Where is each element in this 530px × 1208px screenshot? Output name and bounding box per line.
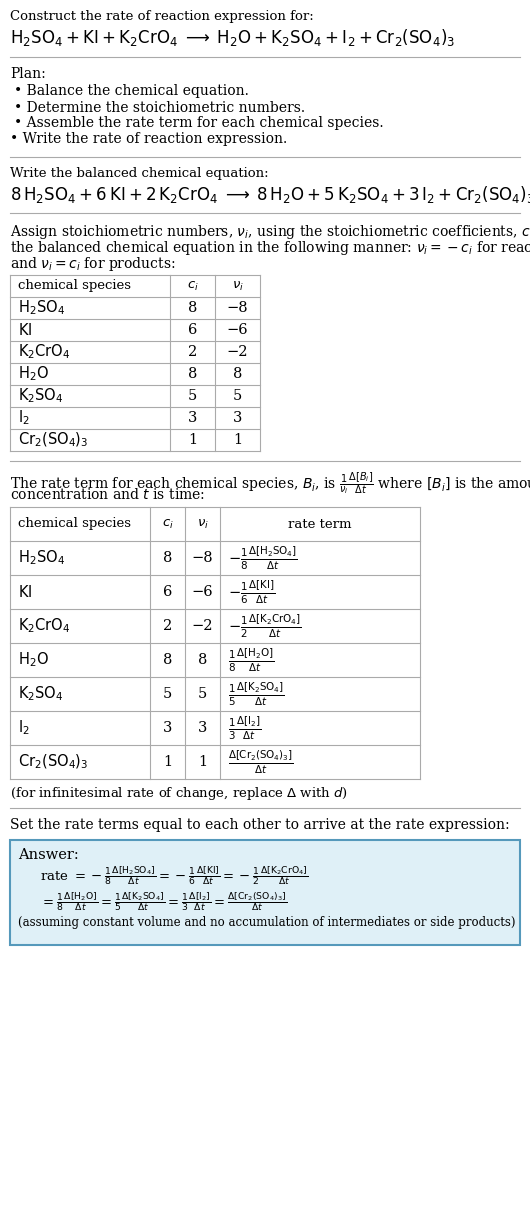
Text: and $\nu_i = c_i$ for products:: and $\nu_i = c_i$ for products:: [10, 255, 175, 273]
Text: 2: 2: [188, 345, 197, 359]
Text: $\nu_i$: $\nu_i$: [232, 279, 243, 292]
Text: $-\frac{1}{8}\frac{\Delta[\mathrm{H_2SO_4}]}{\Delta t}$: $-\frac{1}{8}\frac{\Delta[\mathrm{H_2SO_…: [228, 545, 298, 571]
Text: rate $= -\frac{1}{8}\frac{\Delta[\mathrm{H_2SO_4}]}{\Delta t} = -\frac{1}{6}\fra: rate $= -\frac{1}{8}\frac{\Delta[\mathrm…: [40, 864, 308, 887]
Text: 8: 8: [198, 654, 207, 667]
Text: $\mathrm{H_2O}$: $\mathrm{H_2O}$: [18, 651, 49, 669]
Text: 3: 3: [163, 721, 172, 734]
Text: $\mathrm{KI}$: $\mathrm{KI}$: [18, 323, 32, 338]
Text: −6: −6: [192, 585, 213, 599]
Text: chemical species: chemical species: [18, 517, 131, 530]
Text: 8: 8: [188, 301, 197, 315]
Text: 3: 3: [198, 721, 207, 734]
Text: 1: 1: [188, 432, 197, 447]
Text: 6: 6: [188, 323, 197, 337]
Text: $\mathrm{H_2O}$: $\mathrm{H_2O}$: [18, 365, 49, 383]
Text: 8: 8: [233, 367, 242, 381]
Text: $\mathrm{Cr_2(SO_4)_3}$: $\mathrm{Cr_2(SO_4)_3}$: [18, 431, 89, 449]
Text: $\mathrm{K_2SO_4}$: $\mathrm{K_2SO_4}$: [18, 387, 64, 406]
Text: Answer:: Answer:: [18, 848, 79, 863]
Text: the balanced chemical equation in the following manner: $\nu_i = -c_i$ for react: the balanced chemical equation in the fo…: [10, 239, 530, 257]
Text: 5: 5: [198, 687, 207, 701]
Text: −8: −8: [192, 551, 213, 565]
Text: 3: 3: [188, 411, 197, 425]
Text: • Assemble the rate term for each chemical species.: • Assemble the rate term for each chemic…: [14, 116, 384, 130]
Text: chemical species: chemical species: [18, 279, 131, 292]
Text: $\frac{1}{5}\frac{\Delta[\mathrm{K_2SO_4}]}{\Delta t}$: $\frac{1}{5}\frac{\Delta[\mathrm{K_2SO_4…: [228, 680, 285, 708]
Text: 5: 5: [163, 687, 172, 701]
Text: −8: −8: [227, 301, 249, 315]
Text: 5: 5: [188, 389, 197, 403]
Text: 1: 1: [163, 755, 172, 769]
Text: $\mathrm{H_2SO_4}$: $\mathrm{H_2SO_4}$: [18, 548, 65, 568]
Text: −2: −2: [227, 345, 248, 359]
Text: 2: 2: [163, 618, 172, 633]
Text: $c_i$: $c_i$: [162, 517, 173, 530]
Text: $\mathrm{H_2SO_4 + KI + K_2CrO_4 \;\longrightarrow\; H_2O + K_2SO_4 + I_2 + Cr_2: $\mathrm{H_2SO_4 + KI + K_2CrO_4 \;\long…: [10, 28, 455, 48]
Text: 8: 8: [163, 654, 172, 667]
Text: • Determine the stoichiometric numbers.: • Determine the stoichiometric numbers.: [14, 100, 305, 115]
Text: 1: 1: [233, 432, 242, 447]
Text: (assuming constant volume and no accumulation of intermediates or side products): (assuming constant volume and no accumul…: [18, 917, 516, 929]
Text: $\mathrm{I_2}$: $\mathrm{I_2}$: [18, 408, 30, 428]
Text: Set the rate terms equal to each other to arrive at the rate expression:: Set the rate terms equal to each other t…: [10, 818, 510, 832]
Text: $\nu_i$: $\nu_i$: [197, 517, 208, 530]
Text: $\frac{1}{3}\frac{\Delta[\mathrm{I_2}]}{\Delta t}$: $\frac{1}{3}\frac{\Delta[\mathrm{I_2}]}{…: [228, 714, 261, 742]
Text: Assign stoichiometric numbers, $\nu_i$, using the stoichiometric coefficients, $: Assign stoichiometric numbers, $\nu_i$, …: [10, 223, 530, 242]
Text: 3: 3: [233, 411, 242, 425]
Text: concentration and $t$ is time:: concentration and $t$ is time:: [10, 487, 205, 503]
Text: $= \frac{1}{8}\frac{\Delta[\mathrm{H_2O}]}{\Delta t} = \frac{1}{5}\frac{\Delta[\: $= \frac{1}{8}\frac{\Delta[\mathrm{H_2O}…: [40, 890, 287, 913]
Text: $\frac{\Delta[\mathrm{Cr_2(SO_4)_3}]}{\Delta t}$: $\frac{\Delta[\mathrm{Cr_2(SO_4)_3}]}{\D…: [228, 748, 294, 776]
Text: $\mathrm{I_2}$: $\mathrm{I_2}$: [18, 719, 30, 737]
FancyBboxPatch shape: [10, 841, 520, 946]
Text: $\mathrm{Cr_2(SO_4)_3}$: $\mathrm{Cr_2(SO_4)_3}$: [18, 753, 89, 771]
Text: $c_i$: $c_i$: [187, 279, 198, 292]
Text: −2: −2: [192, 618, 213, 633]
Text: $\mathrm{K_2CrO_4}$: $\mathrm{K_2CrO_4}$: [18, 343, 70, 361]
Text: 5: 5: [233, 389, 242, 403]
Text: Construct the rate of reaction expression for:: Construct the rate of reaction expressio…: [10, 10, 314, 23]
Text: $\mathrm{KI}$: $\mathrm{KI}$: [18, 583, 32, 600]
Text: $-\frac{1}{2}\frac{\Delta[\mathrm{K_2CrO_4}]}{\Delta t}$: $-\frac{1}{2}\frac{\Delta[\mathrm{K_2CrO…: [228, 612, 302, 640]
Text: 6: 6: [163, 585, 172, 599]
Text: The rate term for each chemical species, $B_i$, is $\frac{1}{\nu_i}\frac{\Delta[: The rate term for each chemical species,…: [10, 471, 530, 496]
Text: $\mathrm{K_2SO_4}$: $\mathrm{K_2SO_4}$: [18, 685, 64, 703]
Text: • Balance the chemical equation.: • Balance the chemical equation.: [14, 85, 249, 99]
Text: −6: −6: [227, 323, 249, 337]
Text: (for infinitesimal rate of change, replace $\Delta$ with $d$): (for infinitesimal rate of change, repla…: [10, 785, 348, 802]
Text: $\frac{1}{8}\frac{\Delta[\mathrm{H_2O}]}{\Delta t}$: $\frac{1}{8}\frac{\Delta[\mathrm{H_2O}]}…: [228, 646, 274, 674]
Text: Write the balanced chemical equation:: Write the balanced chemical equation:: [10, 167, 269, 180]
Text: $\mathrm{8\,H_2SO_4 + 6\,KI + 2\,K_2CrO_4 \;\longrightarrow\; 8\,H_2O + 5\,K_2SO: $\mathrm{8\,H_2SO_4 + 6\,KI + 2\,K_2CrO_…: [10, 184, 530, 205]
Text: 1: 1: [198, 755, 207, 769]
Text: $\mathrm{K_2CrO_4}$: $\mathrm{K_2CrO_4}$: [18, 616, 70, 635]
Text: • Write the rate of reaction expression.: • Write the rate of reaction expression.: [10, 133, 287, 146]
Text: $\mathrm{H_2SO_4}$: $\mathrm{H_2SO_4}$: [18, 298, 65, 318]
Text: Plan:: Plan:: [10, 66, 46, 81]
Text: rate term: rate term: [288, 517, 352, 530]
Text: $-\frac{1}{6}\frac{\Delta[\mathrm{KI}]}{\Delta t}$: $-\frac{1}{6}\frac{\Delta[\mathrm{KI}]}{…: [228, 579, 275, 605]
Text: 8: 8: [163, 551, 172, 565]
Text: 8: 8: [188, 367, 197, 381]
